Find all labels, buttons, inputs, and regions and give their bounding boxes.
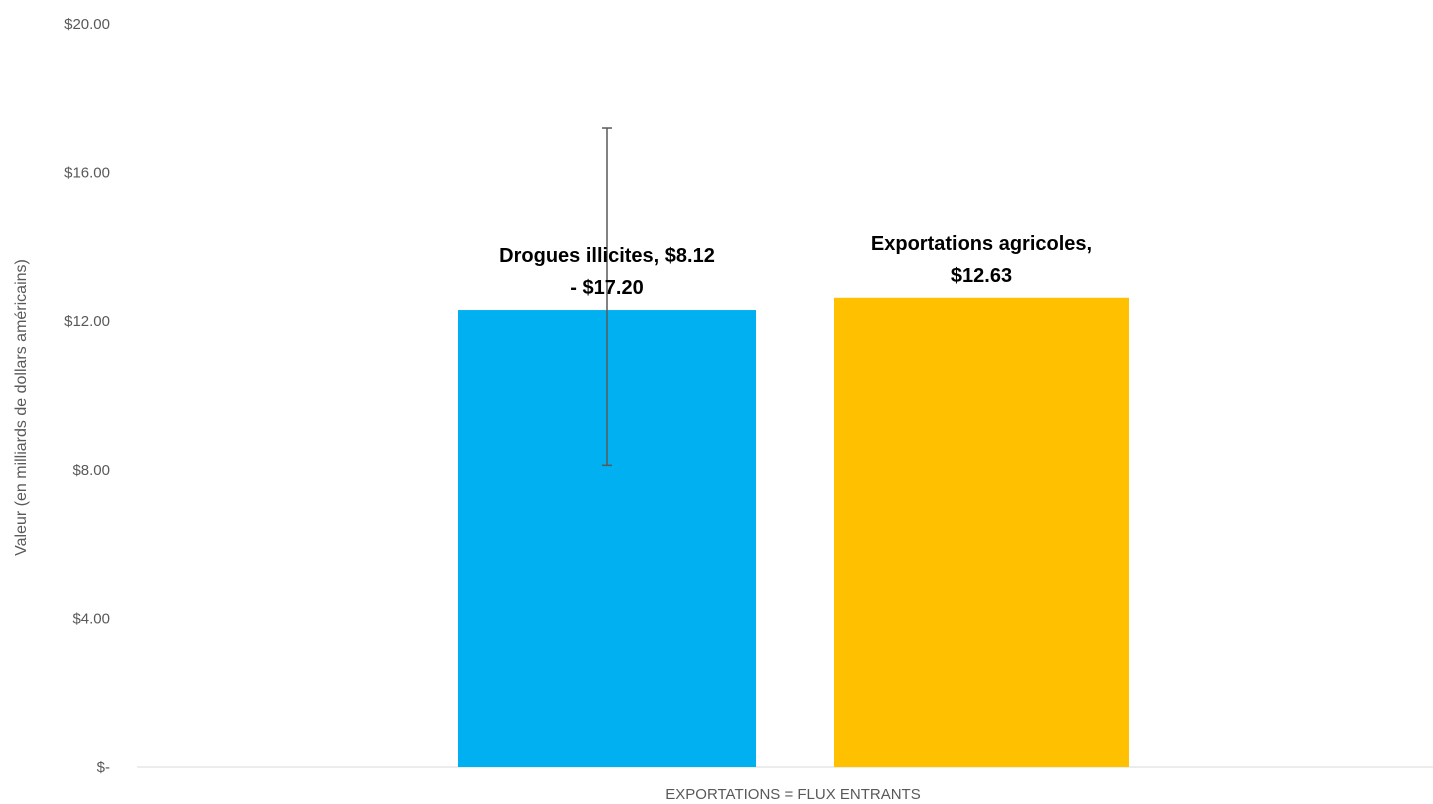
y-axis-title: Valeur (en milliards de dollars américai… bbox=[13, 259, 30, 556]
y-axis-ticks: $- $4.00 $8.00 $12.00 $16.00 $20.00 bbox=[64, 16, 110, 776]
y-tick-label: $20.00 bbox=[64, 16, 110, 33]
y-tick-label: $16.00 bbox=[64, 165, 110, 182]
y-axis-title-group: Valeur (en milliards de dollars américai… bbox=[13, 259, 30, 556]
error-bars bbox=[602, 127, 612, 467]
y-tick-label: $4.00 bbox=[72, 610, 110, 627]
y-tick-label: $12.00 bbox=[64, 313, 110, 330]
data-label: $12.63 bbox=[951, 265, 1012, 287]
x-category-label: EXPORTATIONS = FLUX ENTRANTS bbox=[665, 786, 920, 803]
bar bbox=[834, 297, 1129, 767]
data-labels: Drogues illicites, $8.12 - $17.20 Exportat… bbox=[499, 233, 1092, 299]
bars bbox=[458, 297, 1129, 767]
data-label: Drogues illicites, $8.12 bbox=[499, 245, 715, 267]
data-label: - $17.20 bbox=[570, 277, 643, 299]
y-tick-label: $- bbox=[97, 759, 110, 776]
y-tick-label: $8.00 bbox=[72, 462, 110, 479]
data-label: Exportations agricoles, bbox=[871, 233, 1092, 255]
